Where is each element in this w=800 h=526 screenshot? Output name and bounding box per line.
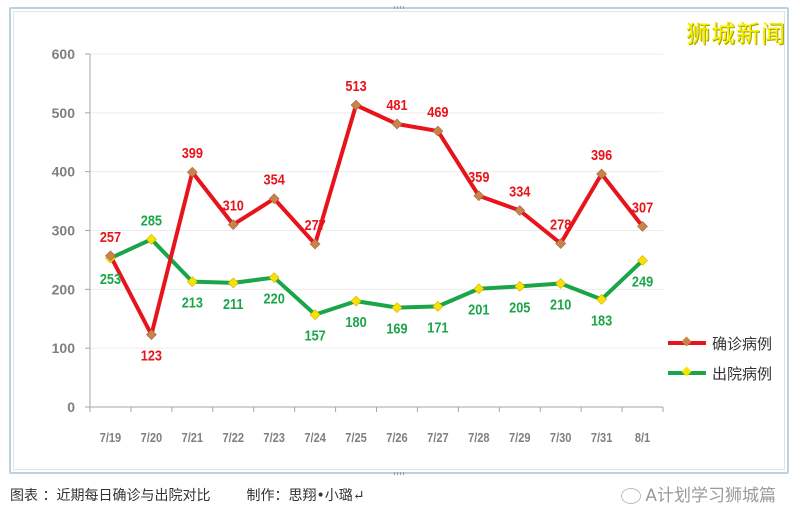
watermark: A计划学习狮城篇	[621, 481, 776, 506]
data-label-discharged: 169	[386, 320, 407, 337]
data-marker-discharged	[350, 295, 362, 307]
data-label-discharged: 285	[141, 211, 162, 228]
x-tick-label: 7/22	[223, 430, 245, 445]
resize-handle-bottom[interactable]	[394, 472, 406, 475]
data-label-discharged: 249	[632, 272, 653, 289]
data-label-confirmed: 396	[591, 146, 612, 163]
data-marker-discharged	[227, 277, 239, 289]
x-tick-label: 8/1	[635, 430, 651, 445]
legend-swatch-confirmed	[668, 336, 706, 347]
brand-logo: 狮城新闻	[686, 20, 786, 48]
figure-caption: 图表 ：近期每日确诊与出院对比 制作：思翔•小璐↵	[10, 485, 364, 505]
x-tick-label: 7/27	[427, 430, 449, 445]
data-marker-confirmed	[596, 168, 607, 180]
data-marker-discharged	[596, 293, 607, 305]
data-label-discharged: 201	[468, 301, 489, 318]
data-marker-confirmed	[432, 125, 444, 137]
legend-label-confirmed: 确诊病例	[712, 334, 773, 353]
chart-legend: 确诊病例 出院病例	[668, 328, 772, 388]
data-marker-confirmed	[391, 118, 403, 130]
data-marker-discharged	[391, 302, 403, 313]
data-label-confirmed: 469	[427, 103, 448, 120]
y-tick-label: 0	[67, 399, 75, 415]
data-label-confirmed: 334	[509, 182, 530, 199]
data-label-discharged: 171	[427, 318, 448, 335]
data-label-confirmed: 278	[550, 215, 571, 232]
x-tick-label: 7/25	[345, 430, 367, 445]
data-label-discharged: 183	[591, 311, 612, 328]
x-tick-label: 7/21	[182, 430, 204, 445]
data-marker-confirmed	[227, 219, 239, 230]
diamond-marker-icon	[681, 336, 692, 347]
data-marker-confirmed	[268, 193, 280, 205]
data-label-discharged: 210	[550, 295, 571, 312]
data-marker-discharged	[146, 233, 157, 245]
data-label-confirmed: 359	[468, 168, 489, 185]
series-line-discharged	[109, 237, 644, 317]
data-label-discharged: 220	[264, 290, 285, 307]
data-marker-confirmed	[309, 238, 321, 250]
x-tick-label: 7/19	[100, 430, 122, 445]
data-label-confirmed: 513	[345, 77, 366, 94]
data-label-confirmed: 399	[182, 144, 203, 161]
data-marker-discharged	[186, 276, 198, 288]
y-tick-label: 400	[52, 164, 76, 180]
data-label-discharged: 205	[509, 298, 530, 315]
data-marker-discharged	[432, 301, 444, 312]
legend-item-confirmed: 确诊病例	[668, 328, 772, 358]
data-marker-discharged	[555, 278, 567, 289]
resize-handle-top[interactable]	[394, 6, 406, 9]
data-label-discharged: 157	[304, 327, 325, 344]
chart-frame[interactable]	[9, 7, 789, 474]
x-tick-label: 7/29	[509, 430, 531, 445]
y-tick-label: 300	[52, 223, 76, 239]
data-label-discharged: 211	[223, 295, 244, 312]
data-marker-discharged	[637, 255, 648, 266]
wechat-icon	[621, 488, 642, 504]
diamond-marker-icon	[681, 366, 692, 377]
data-label-confirmed: 481	[386, 96, 407, 113]
data-label-confirmed: 310	[223, 197, 244, 214]
data-marker-discharged	[514, 281, 526, 292]
legend-label-discharged: 出院病例	[712, 364, 773, 383]
x-tick-label: 7/31	[591, 430, 613, 445]
x-tick-label: 7/23	[263, 430, 285, 445]
x-tick-label: 7/30	[550, 430, 572, 445]
y-tick-label: 600	[52, 46, 76, 62]
y-tick-label: 100	[52, 340, 76, 356]
y-tick-label: 200	[52, 281, 76, 297]
data-label-confirmed: 257	[100, 228, 121, 245]
data-label-discharged: 180	[345, 313, 366, 330]
x-tick-label: 7/20	[141, 430, 163, 445]
data-label-confirmed: 307	[632, 198, 653, 215]
data-marker-confirmed	[514, 205, 526, 216]
data-label-confirmed: 354	[264, 171, 285, 188]
caption-credit: 制作：思翔•小璐↵	[246, 488, 365, 504]
watermark-text: A计划学习狮城篇	[645, 486, 776, 506]
data-label-discharged: 253	[100, 270, 121, 287]
data-marker-confirmed	[186, 166, 198, 178]
legend-swatch-discharged	[668, 366, 706, 377]
chart-frame-inner	[13, 11, 785, 470]
data-marker-confirmed	[473, 190, 485, 202]
data-marker-discharged	[268, 272, 280, 283]
series-line-confirmed	[108, 103, 645, 337]
data-marker-discharged	[473, 283, 485, 295]
legend-item-discharged: 出院病例	[668, 358, 772, 388]
data-marker-confirmed	[146, 329, 157, 341]
x-tick-label: 7/24	[304, 430, 326, 445]
data-label-discharged: 213	[182, 294, 203, 311]
caption-title: 图表 ：近期每日确诊与出院对比	[10, 488, 211, 504]
data-label-confirmed: 277	[304, 216, 325, 233]
data-marker-confirmed	[350, 99, 362, 111]
x-tick-label: 7/26	[386, 430, 408, 445]
y-tick-label: 500	[52, 105, 76, 121]
data-marker-confirmed	[637, 221, 648, 232]
data-marker-confirmed	[555, 238, 567, 249]
data-marker-confirmed	[105, 250, 116, 262]
data-label-confirmed: 123	[141, 347, 162, 364]
x-tick-label: 7/28	[468, 430, 490, 445]
data-marker-discharged	[309, 309, 321, 321]
